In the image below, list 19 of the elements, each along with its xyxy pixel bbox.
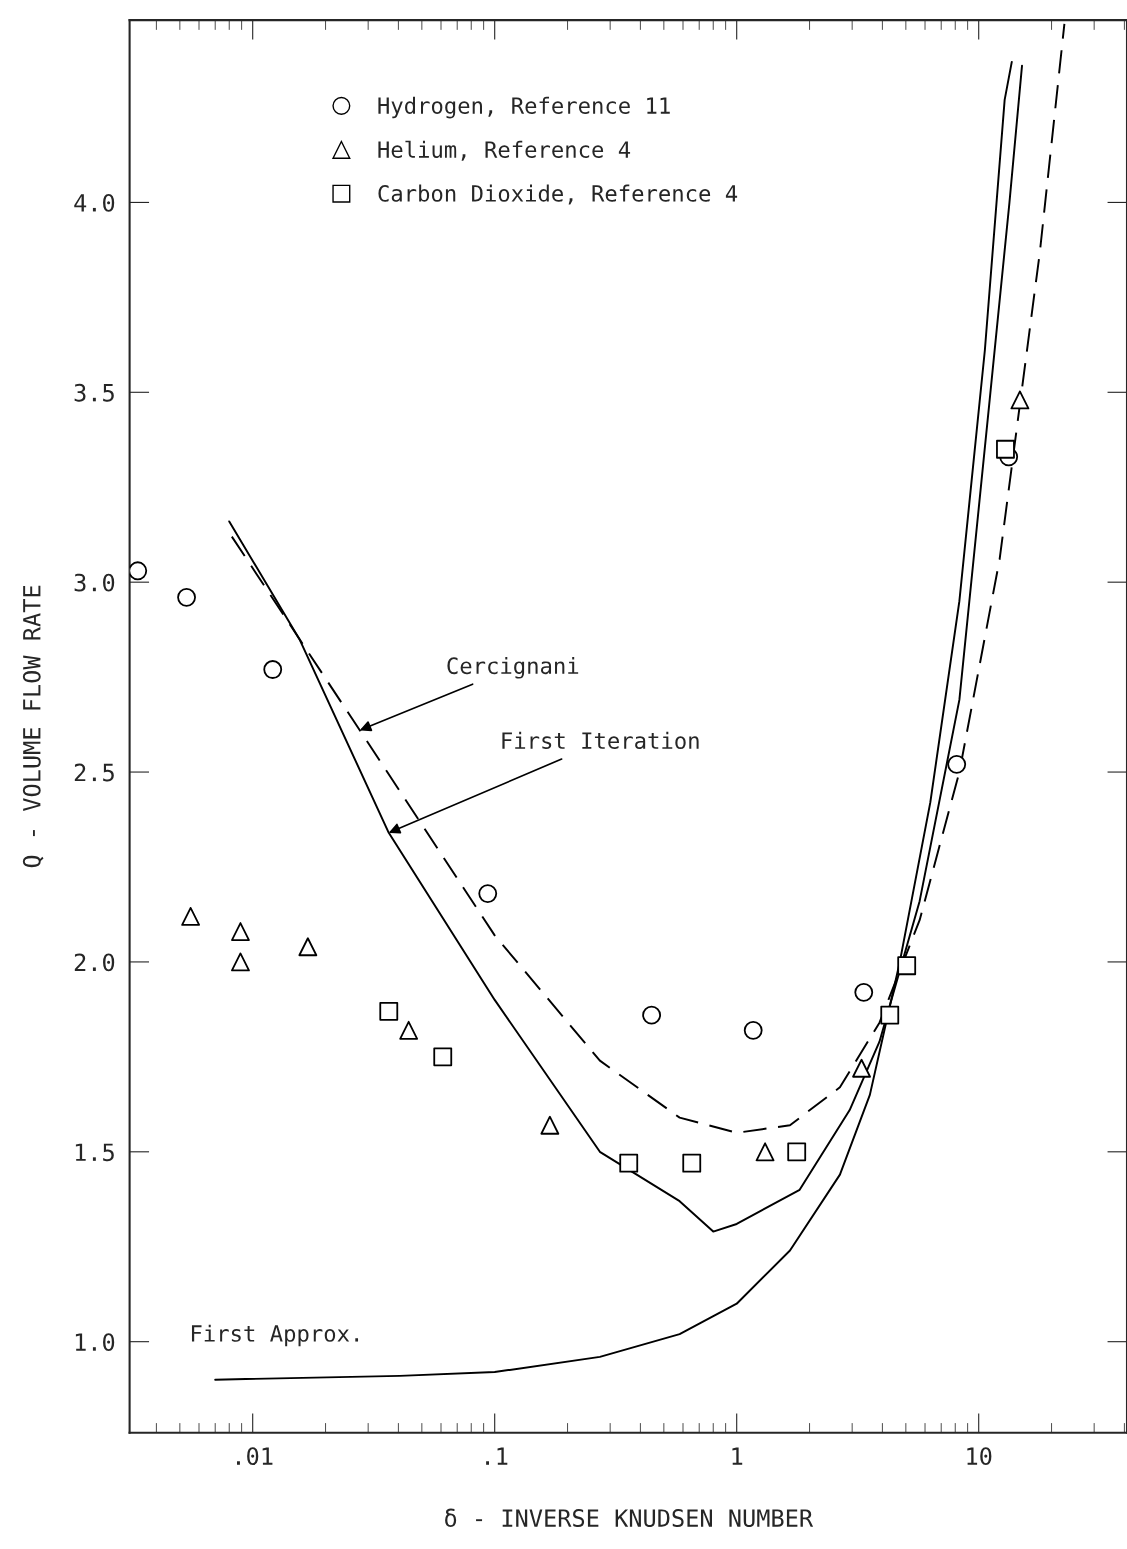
legend-label: Carbon Dioxide, Reference 4 (378, 184, 738, 205)
annotation: First Iteration (502, 731, 699, 750)
y-tick-label: 1.0 (75, 1333, 115, 1352)
legend-label: Hydrogen, Reference 11 (378, 96, 670, 119)
x-tick-label: .1 (486, 1447, 508, 1465)
y-tick-label: 3.0 (74, 573, 115, 592)
annotation: First Approx. (191, 1324, 359, 1347)
legend-label: Helium, Reference 4 (378, 140, 631, 161)
y-tick-label: 1.5 (75, 1143, 114, 1162)
y-tick-label: 4.0 (74, 193, 115, 212)
y-tick-label: 2.0 (74, 953, 115, 972)
annotation: Cercignani (447, 656, 579, 679)
x-tick-label: .01 (237, 1447, 273, 1466)
y-tick-label: 3.5 (74, 383, 114, 402)
y-axis-title: Q - VOLUME FLOW RATE (22, 585, 44, 868)
x-tick-label: 10 (967, 1447, 992, 1466)
y-tick-label: 2.5 (74, 763, 114, 782)
x-axis-title: δ - INVERSE KNUDSEN NUMBER (445, 1508, 814, 1527)
x-tick-label: 1 (732, 1447, 743, 1465)
